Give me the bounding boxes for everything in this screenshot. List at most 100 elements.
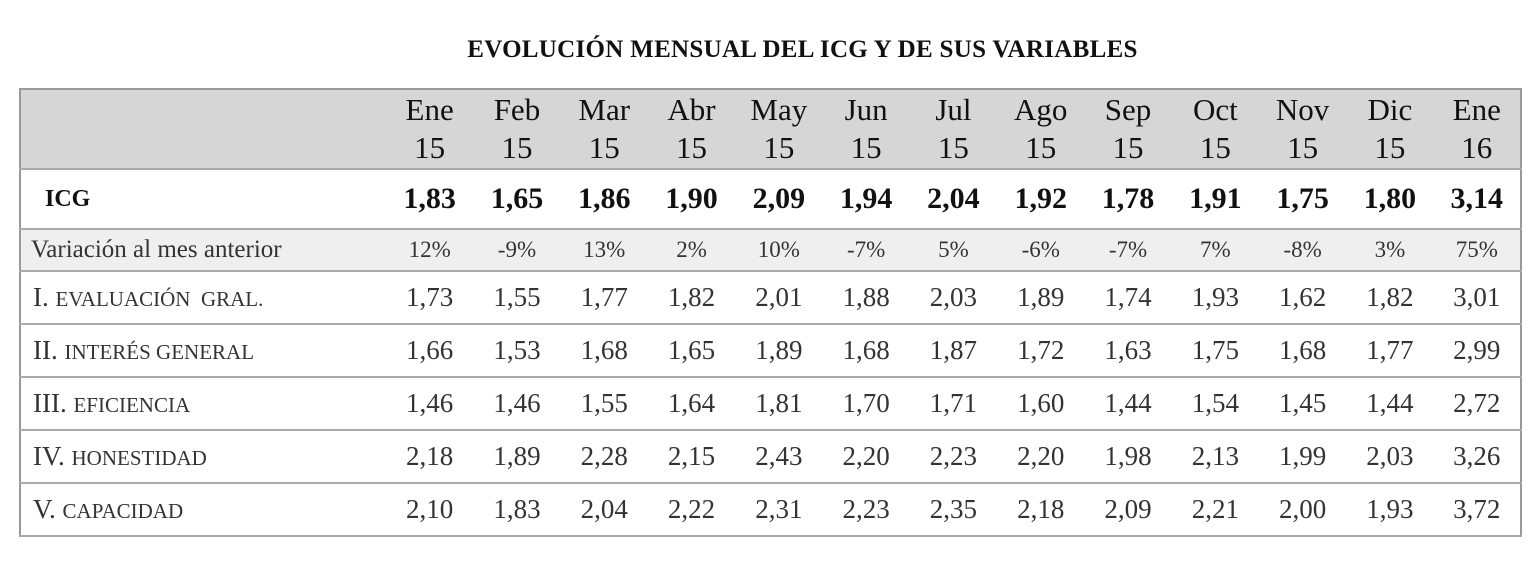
variation-row: Variación al mes anterior 12% -9% 13% 2% 10% -… [20, 229, 1521, 271]
cell-value: 1,46 [406, 388, 454, 418]
cell-value: 1,89 [1017, 282, 1065, 312]
cell-value: 1,75 [1191, 335, 1239, 365]
cell-value: 2,23 [929, 441, 978, 471]
table: Ene 15 Feb 15 Mar 15 Abr 15 May 15 Jun 15 Jul 15 Ago 15… [19, 88, 1522, 537]
month-header: Oct 15 [1172, 89, 1259, 169]
cell-value: 2,01 [755, 282, 803, 312]
year: 15 [676, 130, 708, 165]
year: 15 [1374, 130, 1406, 165]
cell-value: 2,18 [406, 441, 454, 471]
cell-value: 1,71 [929, 388, 978, 418]
header-row: Ene 15 Feb 15 Mar 15 Abr 15 May 15 Jun 15 Jul 15 Ago 15… [20, 89, 1521, 169]
cell-value: 1,68 [842, 335, 890, 365]
month-header: Mar 15 [561, 89, 648, 169]
row-name: CAPACIDAD [62, 499, 184, 523]
icg-value: 2,04 [927, 182, 980, 215]
variation-value: 2% [676, 237, 707, 262]
cell-value: 1,66 [406, 335, 454, 365]
month-header: Feb 15 [473, 89, 560, 169]
month: Mar [578, 92, 631, 127]
variation-value: -9% [497, 237, 537, 262]
cell-value: 2,20 [1017, 441, 1065, 471]
table-body: Ene 15 Feb 15 Mar 15 Abr 15 May 15 Jun 15 Jul 15 Ago 15… [20, 89, 1521, 536]
month-header: Abr 15 [648, 89, 735, 169]
cell-value: 3,26 [1453, 441, 1501, 471]
cell-value: 1,89 [493, 441, 541, 471]
icg-value: 1,86 [577, 182, 631, 215]
cell-value: 2,09 [1104, 494, 1152, 524]
month-header: Sep 15 [1084, 89, 1171, 169]
year: 15 [937, 130, 969, 165]
variation-value: -7% [1108, 237, 1148, 262]
cell-value: 1,63 [1104, 335, 1152, 365]
cell-value: 2,23 [842, 494, 890, 524]
row-numeral: I. [33, 282, 49, 312]
year: 15 [1025, 130, 1057, 165]
row-name: EVALUACIÓN GRAL. [55, 287, 264, 311]
cell-value: 1,89 [755, 335, 803, 365]
variation-value: -8% [1283, 237, 1322, 262]
year: 15 [1287, 130, 1319, 165]
cell-value: 1,73 [406, 282, 454, 312]
cell-value: 2,18 [1017, 494, 1065, 524]
cell-value: 1,68 [580, 335, 628, 365]
row-label: I. EVALUACIÓN GRAL. [20, 271, 386, 324]
cell-value: 1,45 [1278, 388, 1327, 418]
cell-value: 1,93 [1366, 494, 1414, 524]
month-header: Jun 15 [822, 89, 909, 169]
month: Ago [1014, 92, 1068, 127]
year: 15 [763, 130, 795, 165]
cell-value: 1,82 [667, 282, 716, 312]
cell-value: 1,70 [842, 388, 890, 418]
year: 15 [588, 130, 620, 165]
variable-row: V. CAPACIDAD 2,10 1,83 2,04 2,22 2,31 2,23 2,35… [20, 483, 1521, 536]
month: Jul [935, 92, 972, 127]
cell-value: 2,03 [929, 282, 978, 312]
cell-value: 2,10 [406, 494, 454, 524]
variable-row: III. EFICIENCIA 1,46 1,46 1,55 1,64 1,81 1,70 1… [20, 377, 1521, 430]
cell-value: 1,55 [580, 388, 628, 418]
row-name: HONESTIDAD [71, 446, 207, 470]
variable-row: I. EVALUACIÓN GRAL. 1,73 1,55 1,77 1,82 2,01 1… [20, 271, 1521, 324]
variation-value: 12% [408, 237, 451, 262]
cell-value: 2,99 [1453, 335, 1501, 365]
icg-value: 3,14 [1450, 182, 1504, 215]
icg-value: 1,91 [1189, 182, 1242, 215]
month: Oct [1192, 92, 1238, 127]
cell-value: 2,21 [1191, 494, 1239, 524]
row-label: V. CAPACIDAD [20, 483, 386, 536]
icg-value: 1,83 [403, 182, 456, 215]
cell-value: 2,15 [667, 441, 716, 471]
year: 15 [1112, 130, 1144, 165]
icg-value: 1,90 [665, 182, 718, 215]
cell-value: 1,88 [842, 282, 890, 312]
icg-value: 2,09 [752, 182, 806, 215]
cell-value: 1,83 [493, 494, 541, 524]
month: Ene [1452, 92, 1501, 127]
year: 15 [850, 130, 882, 165]
variation-value: 7% [1199, 237, 1231, 262]
row-label: IV. HONESTIDAD [20, 430, 386, 483]
cell-value: 1,81 [755, 388, 803, 418]
month: Feb [493, 92, 541, 127]
month-header: Ene 16 [1434, 89, 1521, 169]
row-name: INTERÉS GENERAL [64, 340, 255, 364]
icg-value: 1,94 [839, 182, 893, 215]
row-label: ICG [45, 185, 91, 212]
cell-value: 1,44 [1104, 388, 1152, 418]
month-header: Nov 15 [1259, 89, 1346, 169]
cell-value: 3,72 [1453, 494, 1501, 524]
cell-value: 1,68 [1278, 335, 1327, 365]
cell-value: 1,54 [1191, 388, 1239, 418]
icg-value: 1,75 [1276, 182, 1329, 215]
month: May [750, 92, 808, 127]
cell-value: 2,03 [1366, 441, 1414, 471]
icg-row: ICG 1,83 1,65 1,86 1,90 2,09 1,94 2,04 1,92 1,78 1… [20, 169, 1521, 229]
cell-value: 1,98 [1104, 441, 1152, 471]
icg-value: 1,65 [490, 182, 544, 215]
cell-value: 2,35 [929, 494, 978, 524]
variation-value: -6% [1021, 237, 1060, 262]
cell-value: 1,65 [667, 335, 716, 365]
cell-value: 1,53 [493, 335, 541, 365]
